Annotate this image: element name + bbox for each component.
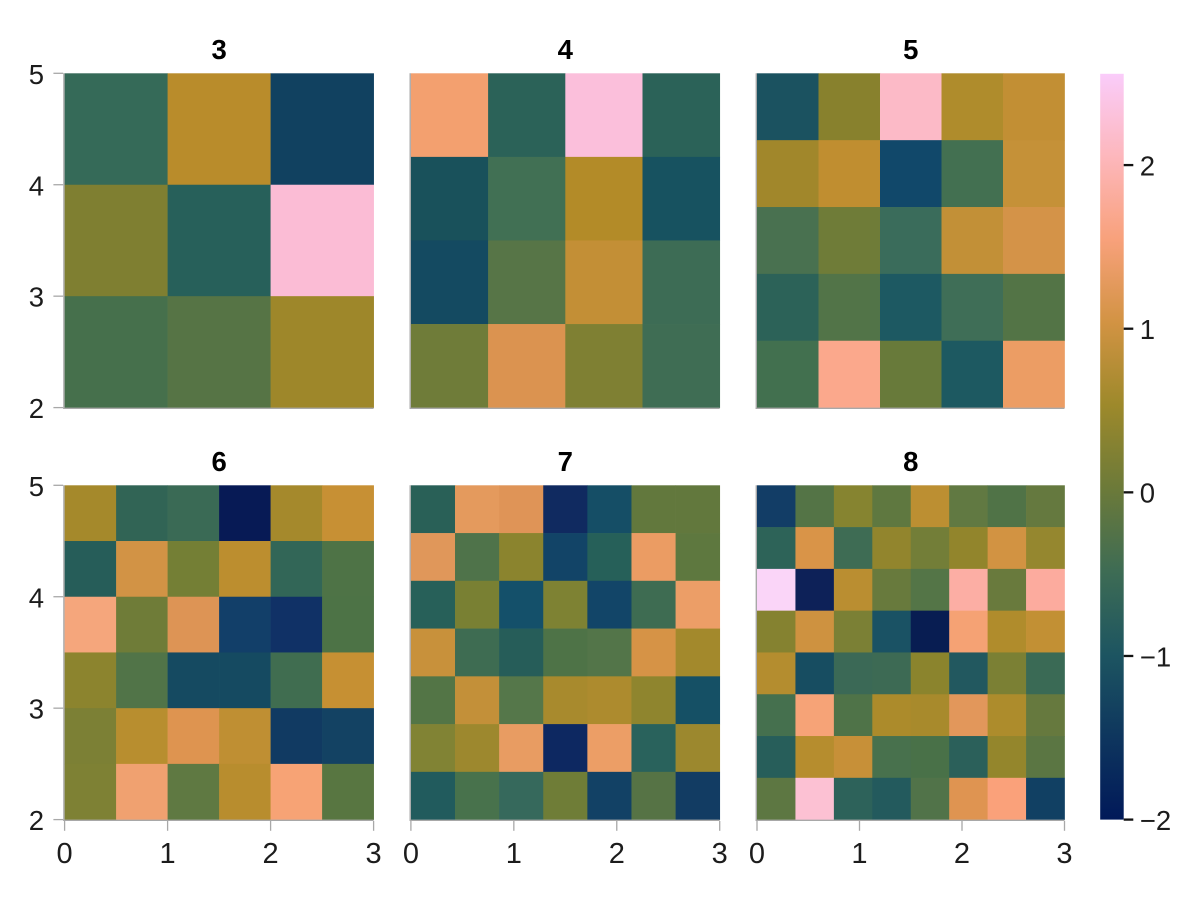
svg-text:3: 3 [29, 282, 44, 313]
svg-text:0: 0 [1140, 478, 1155, 509]
svg-text:3: 3 [211, 34, 226, 65]
svg-text:2: 2 [263, 838, 279, 870]
svg-text:8: 8 [903, 446, 918, 477]
svg-text:1: 1 [506, 838, 522, 870]
svg-text:2: 2 [29, 393, 44, 424]
svg-text:4: 4 [558, 34, 574, 65]
svg-text:2: 2 [609, 838, 625, 870]
svg-text:2: 2 [954, 838, 970, 870]
svg-text:5: 5 [903, 34, 918, 65]
svg-text:5: 5 [29, 471, 44, 502]
svg-text:2: 2 [1140, 150, 1155, 181]
svg-text:7: 7 [558, 446, 573, 477]
svg-text:0: 0 [749, 838, 765, 870]
svg-text:3: 3 [29, 694, 44, 725]
svg-text:0: 0 [403, 838, 419, 870]
svg-text:6: 6 [211, 446, 226, 477]
svg-text:3: 3 [366, 838, 382, 870]
svg-text:4: 4 [29, 582, 44, 613]
svg-text:1: 1 [1140, 314, 1155, 345]
svg-text:5: 5 [29, 59, 44, 90]
svg-text:1: 1 [160, 838, 176, 870]
svg-text:2: 2 [29, 805, 44, 836]
svg-text:3: 3 [1056, 838, 1072, 870]
svg-text:−2: −2 [1140, 805, 1171, 836]
svg-text:1: 1 [851, 838, 867, 870]
svg-text:−1: −1 [1140, 641, 1171, 672]
svg-text:0: 0 [57, 838, 73, 870]
svg-text:3: 3 [712, 838, 728, 870]
svg-text:4: 4 [29, 170, 44, 201]
